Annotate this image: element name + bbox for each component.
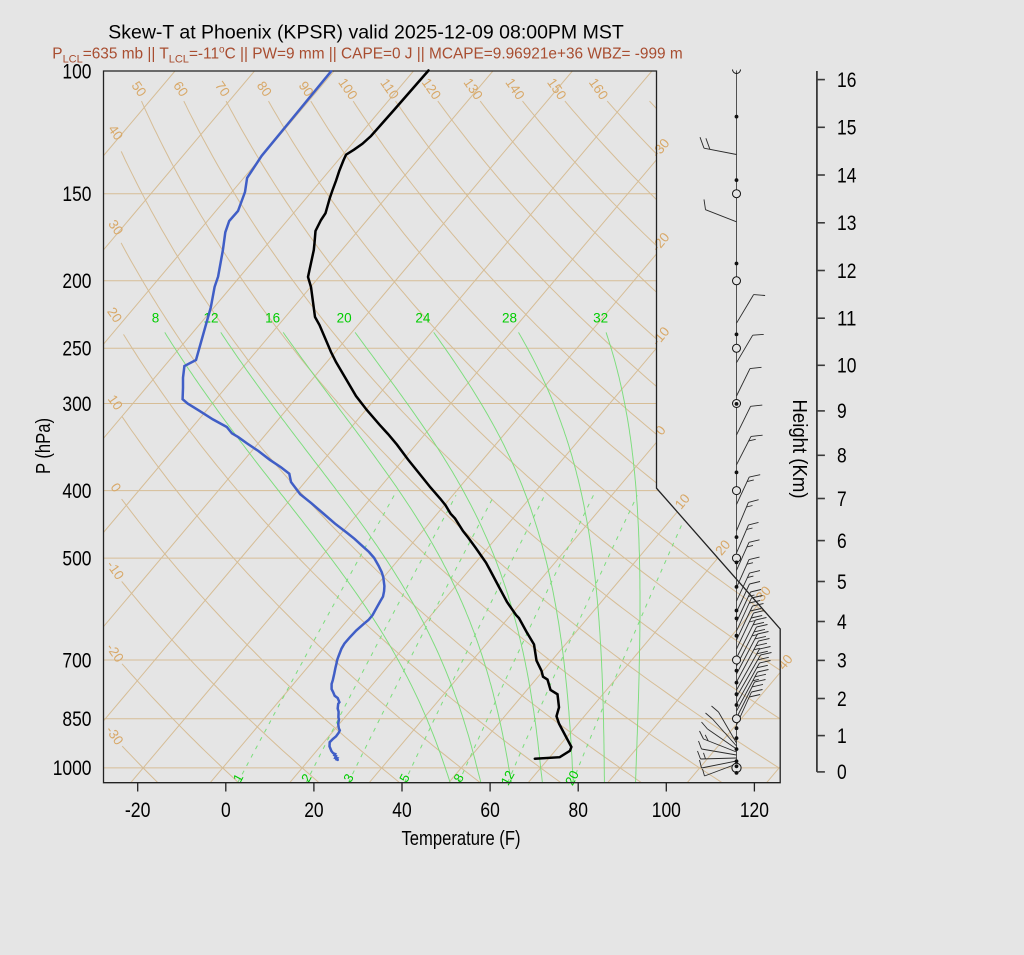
svg-text:11: 11 bbox=[837, 308, 856, 331]
svg-text:40: 40 bbox=[105, 122, 126, 143]
svg-text:50: 50 bbox=[129, 78, 150, 99]
svg-text:7: 7 bbox=[837, 488, 847, 511]
svg-text:5: 5 bbox=[837, 571, 847, 594]
svg-text:8: 8 bbox=[837, 445, 847, 468]
svg-text:500: 500 bbox=[62, 547, 91, 570]
svg-text:70: 70 bbox=[212, 78, 233, 99]
svg-text:4: 4 bbox=[837, 611, 847, 634]
svg-text:-20: -20 bbox=[125, 799, 151, 822]
svg-text:30: 30 bbox=[753, 583, 774, 604]
svg-text:10: 10 bbox=[672, 491, 693, 512]
svg-text:15: 15 bbox=[837, 117, 856, 140]
svg-text:60: 60 bbox=[480, 799, 499, 822]
svg-text:400: 400 bbox=[62, 480, 91, 503]
svg-text:28: 28 bbox=[502, 310, 517, 325]
svg-text:20: 20 bbox=[304, 799, 323, 822]
svg-text:10: 10 bbox=[837, 355, 856, 378]
svg-text:700: 700 bbox=[62, 649, 91, 672]
svg-text:40: 40 bbox=[392, 799, 411, 822]
svg-text:20: 20 bbox=[104, 304, 125, 325]
svg-text:20: 20 bbox=[337, 310, 352, 325]
svg-text:0: 0 bbox=[837, 761, 847, 784]
svg-text:300: 300 bbox=[62, 393, 91, 416]
svg-text:Temperature (F): Temperature (F) bbox=[402, 827, 521, 850]
svg-text:16: 16 bbox=[265, 310, 280, 325]
svg-text:100: 100 bbox=[62, 60, 91, 83]
svg-text:24: 24 bbox=[415, 310, 431, 325]
svg-text:14: 14 bbox=[837, 164, 857, 187]
svg-text:12: 12 bbox=[837, 260, 856, 283]
svg-text:1000: 1000 bbox=[53, 757, 92, 780]
svg-text:150: 150 bbox=[62, 183, 91, 206]
svg-text:80: 80 bbox=[254, 78, 275, 99]
svg-text:60: 60 bbox=[170, 78, 191, 99]
svg-text:200: 200 bbox=[62, 270, 91, 293]
svg-text:P (hPa): P (hPa) bbox=[32, 418, 55, 474]
svg-text:16: 16 bbox=[837, 69, 856, 92]
svg-text:PLCL=635 mb || TLCL=-11oC || P: PLCL=635 mb || TLCL=-11oC || PW=9 mm || … bbox=[52, 45, 682, 66]
svg-text:30: 30 bbox=[105, 217, 126, 238]
svg-text:Skew-T at Phoenix (KPSR) valid: Skew-T at Phoenix (KPSR) valid 2025-12-0… bbox=[108, 22, 624, 44]
svg-text:9: 9 bbox=[837, 400, 847, 423]
svg-text:2: 2 bbox=[837, 688, 847, 711]
svg-text:3: 3 bbox=[837, 650, 847, 673]
svg-text:8: 8 bbox=[152, 310, 160, 325]
svg-text:1: 1 bbox=[837, 725, 847, 748]
svg-text:120: 120 bbox=[740, 799, 769, 822]
svg-text:20: 20 bbox=[712, 537, 733, 558]
svg-text:250: 250 bbox=[62, 338, 91, 361]
svg-text:Height (Km): Height (Km) bbox=[788, 400, 811, 499]
svg-text:13: 13 bbox=[837, 212, 856, 235]
svg-text:100: 100 bbox=[652, 799, 681, 822]
svg-text:80: 80 bbox=[569, 799, 588, 822]
svg-text:10: 10 bbox=[105, 392, 126, 413]
svg-text:0: 0 bbox=[221, 799, 231, 822]
svg-text:6: 6 bbox=[837, 530, 847, 553]
svg-text:850: 850 bbox=[62, 708, 91, 731]
svg-text:32: 32 bbox=[593, 310, 608, 325]
